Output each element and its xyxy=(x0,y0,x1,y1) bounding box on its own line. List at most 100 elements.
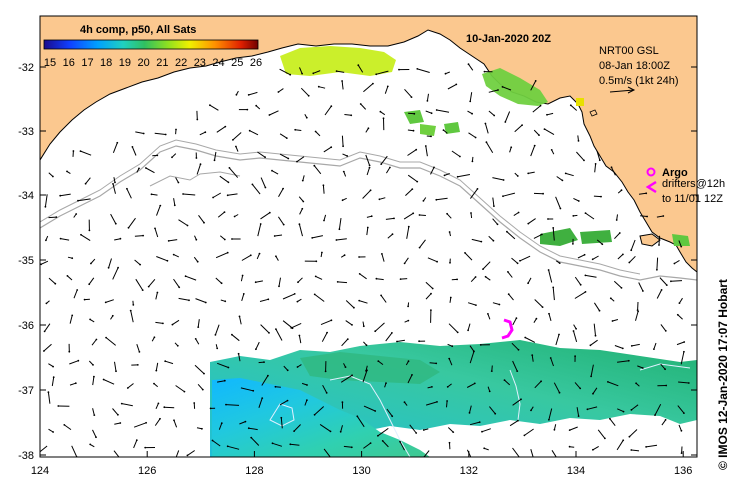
colorbar-tick-label: 15 xyxy=(44,57,56,69)
current-vector-head xyxy=(92,364,94,366)
current-vector-head xyxy=(516,175,519,177)
current-vector-head xyxy=(598,159,601,162)
current-vector-head xyxy=(173,204,176,207)
y-tick-label: -33 xyxy=(18,126,34,138)
current-vector-head xyxy=(498,303,501,306)
current-vector xyxy=(340,374,353,383)
current-vector-head xyxy=(79,150,82,153)
current-vector-head xyxy=(568,445,571,448)
current-vector xyxy=(215,252,228,259)
current-vector xyxy=(127,383,134,389)
current-vector-head xyxy=(592,392,594,395)
current-vector xyxy=(172,319,180,326)
current-vector-head xyxy=(264,186,267,189)
current-vector-head xyxy=(665,384,668,387)
current-vector-head xyxy=(111,314,114,317)
current-vector-head xyxy=(372,82,374,85)
current-vector-head xyxy=(286,369,289,372)
current-vector-head xyxy=(346,155,349,157)
current-vector-head xyxy=(280,416,283,419)
current-vector-head xyxy=(418,340,420,343)
current-vector-head xyxy=(577,140,580,142)
current-vector xyxy=(400,278,408,280)
current-vector xyxy=(492,177,504,181)
current-vector xyxy=(225,404,240,406)
current-vector-head xyxy=(561,179,564,182)
current-vector xyxy=(670,280,683,282)
current-vector-head xyxy=(255,348,257,351)
current-vector-head xyxy=(52,175,54,178)
current-vector-head xyxy=(628,261,631,264)
current-vector xyxy=(151,193,158,196)
current-vector-head xyxy=(641,367,644,369)
current-vector-head xyxy=(449,261,451,264)
current-vector xyxy=(323,146,332,153)
current-vector xyxy=(272,442,283,447)
current-vector xyxy=(574,291,586,299)
current-vector-head xyxy=(126,187,128,190)
current-vector-head xyxy=(416,68,419,70)
current-vector-head xyxy=(83,298,86,301)
current-vector-head xyxy=(237,352,240,355)
current-vector-head xyxy=(610,166,613,169)
current-vector-head xyxy=(307,94,310,97)
current-vector-head xyxy=(446,386,449,388)
current-vector xyxy=(492,218,498,225)
current-vector-head xyxy=(224,125,227,128)
current-vector xyxy=(133,422,147,428)
current-vector-head xyxy=(75,213,78,215)
current-vector-head xyxy=(351,324,353,326)
current-vector xyxy=(468,63,474,71)
isobath-outer xyxy=(40,145,697,281)
plot-frame xyxy=(39,15,698,458)
current-vector xyxy=(546,112,554,116)
current-vector-head xyxy=(496,223,499,226)
current-vector xyxy=(343,445,352,448)
current-vector-head xyxy=(683,350,685,353)
current-vector-head xyxy=(356,415,359,418)
current-vector xyxy=(531,355,534,362)
current-vector-head xyxy=(84,182,87,185)
current-vector xyxy=(60,193,71,197)
current-vector xyxy=(282,320,293,329)
current-vector-head xyxy=(538,134,540,137)
current-vector xyxy=(341,80,344,90)
current-vector-head xyxy=(531,354,534,356)
current-vector xyxy=(238,353,241,362)
current-vector-head xyxy=(138,351,141,353)
current-vector-head xyxy=(426,100,429,102)
sst-patch-eyre xyxy=(482,68,548,106)
current-vector xyxy=(677,314,683,320)
current-vector-head xyxy=(493,205,495,208)
current-vector xyxy=(259,298,269,302)
current-vector-head xyxy=(247,427,250,430)
current-vector xyxy=(484,123,489,134)
current-vector-head xyxy=(313,413,316,416)
current-vector xyxy=(112,408,119,416)
current-vector-head xyxy=(326,331,328,334)
current-vector xyxy=(382,440,389,448)
current-vector-head xyxy=(478,421,481,423)
current-vector xyxy=(145,167,155,174)
current-vector-head xyxy=(77,199,79,202)
current-vector-head xyxy=(519,259,521,262)
current-vector xyxy=(241,293,245,302)
current-vector-head xyxy=(577,200,580,202)
current-vector-head xyxy=(250,436,253,439)
current-vector-head xyxy=(335,239,338,241)
current-vector-head xyxy=(527,172,530,175)
current-vector xyxy=(469,351,475,364)
current-vector xyxy=(482,261,491,270)
current-vector-head xyxy=(358,273,361,275)
current-vector xyxy=(404,257,409,264)
current-vector xyxy=(629,429,638,438)
current-vector xyxy=(212,192,222,198)
current-vector-head xyxy=(622,253,624,256)
current-vector-head xyxy=(141,289,144,291)
current-vector xyxy=(239,316,242,325)
current-vector xyxy=(298,335,302,344)
current-vector-head xyxy=(621,347,624,350)
current-vector xyxy=(630,239,636,251)
current-vector-head xyxy=(589,344,592,347)
current-vector-head xyxy=(325,392,328,394)
